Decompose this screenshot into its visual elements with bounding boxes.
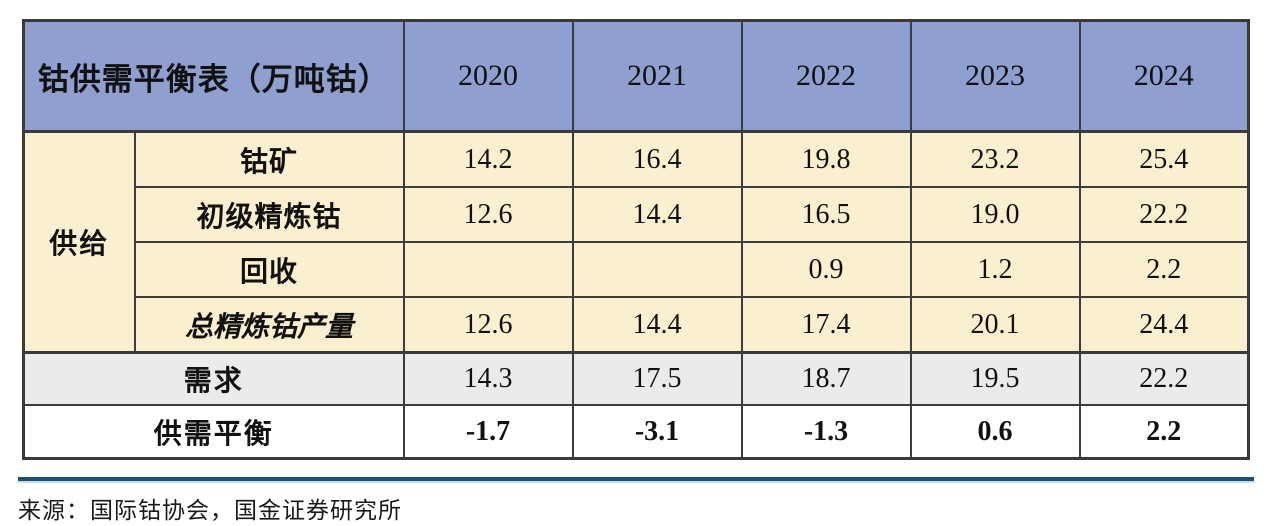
- cell-value: 16.4: [571, 130, 743, 188]
- cell-value: 23.2: [909, 130, 1081, 188]
- cell-value: 17.4: [740, 296, 912, 354]
- row-label: 需求: [22, 351, 405, 406]
- cell-value: 14.4: [571, 296, 743, 354]
- row-label: 供需平衡: [22, 404, 405, 460]
- cell-value: [571, 241, 743, 298]
- year-header-2020: 2020: [402, 19, 574, 133]
- source-note: 来源：国际钴协会，国金证券研究所: [18, 498, 402, 523]
- cell-value: 20.1: [909, 296, 1081, 354]
- cell-value: 14.2: [402, 130, 574, 188]
- year-header-2023: 2023: [909, 19, 1081, 133]
- header-row: 钴供需平衡表（万吨钴） 2020 2021 2022 2023 2024: [22, 19, 1250, 133]
- year-header-2021: 2021: [571, 19, 743, 133]
- cell-value: 22.2: [1078, 186, 1250, 243]
- cell-value: 12.6: [402, 296, 574, 354]
- cell-value: 1.2: [909, 241, 1081, 298]
- cell-value: 12.6: [402, 186, 574, 243]
- cobalt-balance-table: 钴供需平衡表（万吨钴） 2020 2021 2022 2023 2024 供给 …: [22, 19, 1250, 460]
- cell-value: 19.5: [909, 351, 1081, 406]
- year-header-2022: 2022: [740, 19, 912, 133]
- cell-value: 0.6: [909, 404, 1081, 460]
- row-label: 钴矿: [133, 130, 405, 188]
- table-title: 钴供需平衡表（万吨钴）: [22, 19, 405, 133]
- row-label: 总精炼钴产量: [133, 296, 405, 354]
- divider-rule-navy: [18, 477, 1254, 481]
- cell-value: -1.3: [740, 404, 912, 460]
- cell-value: 22.2: [1078, 351, 1250, 406]
- row-label: 初级精炼钴: [133, 186, 405, 243]
- cell-value: 18.7: [740, 351, 912, 406]
- cell-value: 24.4: [1078, 296, 1250, 354]
- cell-value: 0.9: [740, 241, 912, 298]
- cell-value: 14.3: [402, 351, 574, 406]
- table-row-recycling: 回收 0.9 1.2 2.2: [24, 241, 1250, 298]
- cell-value: 19.8: [740, 130, 912, 188]
- cell-value: 2.2: [1078, 241, 1250, 298]
- cell-value: [402, 241, 574, 298]
- table-row-demand: 需求 14.3 17.5 18.7 19.5 22.2: [22, 351, 1250, 406]
- cell-value: -1.7: [402, 404, 574, 460]
- row-label: 回收: [133, 241, 405, 298]
- year-header-2024: 2024: [1078, 19, 1250, 133]
- supply-group-label: 供给: [22, 130, 136, 354]
- table-row-total-refined: 总精炼钴产量 12.6 14.4 17.4 20.1 24.4: [24, 296, 1250, 354]
- table-row-primary-refined: 初级精炼钴 12.6 14.4 16.5 19.0 22.2: [24, 186, 1250, 243]
- table-row-balance: 供需平衡 -1.7 -3.1 -1.3 0.6 2.2: [22, 404, 1250, 460]
- cell-value: 2.2: [1078, 404, 1250, 460]
- cell-value: 19.0: [909, 186, 1081, 243]
- cell-value: 25.4: [1078, 130, 1250, 188]
- table-row-cobalt-ore: 供给 钴矿 14.2 16.4 19.8 23.2 25.4: [22, 130, 1250, 354]
- cell-value: 16.5: [740, 186, 912, 243]
- cell-value: 14.4: [571, 186, 743, 243]
- cell-value: -3.1: [571, 404, 743, 460]
- divider-rule-highlight: [18, 481, 1254, 483]
- cell-value: 17.5: [571, 351, 743, 406]
- divider-rule: [18, 477, 1254, 483]
